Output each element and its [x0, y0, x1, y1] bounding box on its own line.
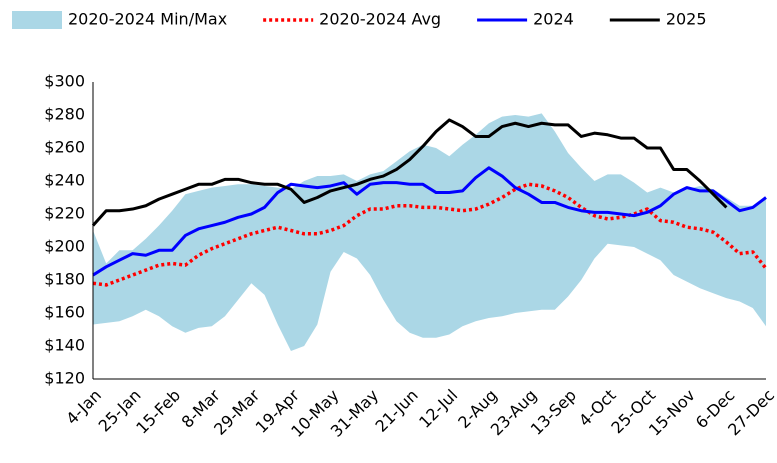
x-tick-label: 21-Jun	[371, 386, 421, 436]
min-max-band	[93, 113, 766, 351]
y-tick-label: $120	[44, 369, 85, 388]
legend-label: 2020-2024 Min/Max	[68, 10, 227, 29]
y-tick-label: $240	[44, 171, 85, 190]
x-tick-label: 12-Jul	[415, 386, 461, 432]
y-tick-label: $180	[44, 270, 85, 289]
y-tick-label: $220	[44, 204, 85, 223]
y-tick-label: $140	[44, 336, 85, 355]
series-line	[92, 166, 767, 277]
x-tick-label: 29-Mar	[210, 385, 264, 439]
legend-swatch	[12, 11, 62, 29]
series-line	[91, 118, 728, 227]
y-tick-label: $300	[44, 72, 85, 91]
y-tick-label: $260	[44, 138, 85, 157]
y-tick-label: $160	[44, 303, 85, 322]
y-tick-label: $280	[44, 105, 85, 124]
legend-label: 2025	[666, 10, 707, 29]
x-tick-label: 15-Feb	[132, 386, 184, 438]
legend-label: 2020-2024 Avg	[319, 10, 441, 29]
series-line	[92, 182, 768, 287]
legend-label: 2024	[533, 10, 574, 29]
y-tick-label: $200	[44, 237, 85, 256]
